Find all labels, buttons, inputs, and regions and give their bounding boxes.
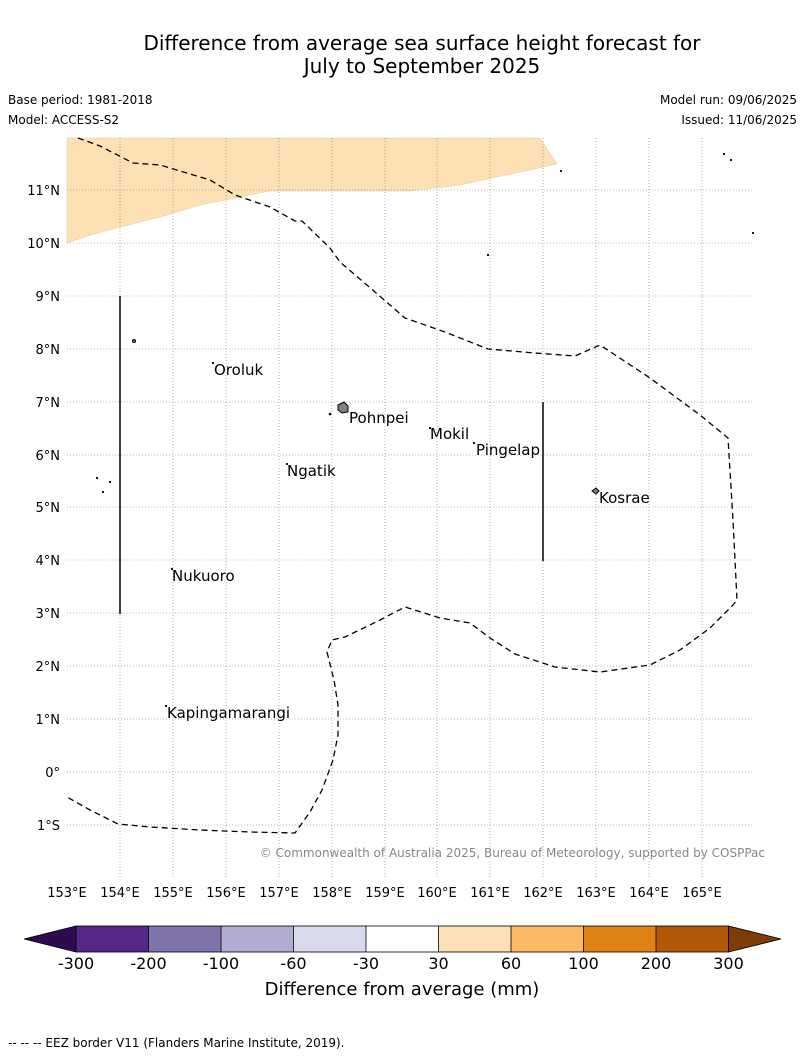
- lat-label: 7°N: [36, 396, 61, 411]
- map-title: Difference from average sea surface heig…: [0, 32, 804, 78]
- colorbar-segment: [76, 926, 149, 952]
- lat-label: 5°N: [36, 501, 61, 516]
- colorbar-tick: -100: [203, 954, 239, 973]
- place-label-mokil: Mokil: [430, 425, 469, 443]
- lat-gridlines: [67, 189, 753, 826]
- issued-date: Issued: 11/06/2025: [681, 113, 797, 127]
- islands: [95, 152, 755, 708]
- lon-label: 155°E: [153, 886, 193, 901]
- minor-island-dot: [751, 231, 755, 235]
- colorbar-segment: [221, 926, 294, 952]
- lat-label: 9°N: [36, 290, 61, 305]
- minor-island-dot: [132, 339, 136, 343]
- colorbar-label: Difference from average (mm): [265, 979, 540, 1000]
- lat-label: 1°N: [36, 713, 61, 728]
- lat-label: 10°N: [27, 237, 60, 252]
- model-name: Model: ACCESS-S2: [8, 113, 120, 127]
- lon-label: 154°E: [100, 886, 140, 901]
- colorbar-tick: 300: [713, 954, 744, 973]
- lon-label: 157°E: [259, 886, 299, 901]
- minor-island-dot: [328, 412, 332, 416]
- colorbar-tick: 100: [568, 954, 599, 973]
- minor-island-dot: [472, 441, 476, 445]
- title-line-2: July to September 2025: [303, 54, 541, 78]
- colorbar-segment: [511, 926, 584, 952]
- colorbar-segment: [366, 926, 439, 952]
- place-label-ngatik: Ngatik: [287, 462, 336, 480]
- place-label-kosrae: Kosrae: [599, 489, 650, 507]
- copyright-notice: © Commonwealth of Australia 2025, Bureau…: [260, 846, 765, 860]
- colorbar-segment: [293, 926, 366, 952]
- minor-island-dot: [428, 426, 432, 430]
- colorbar-under-triangle: [23, 925, 77, 953]
- minor-island-dot: [559, 169, 563, 173]
- colorbar-over-triangle: [728, 925, 782, 953]
- map-plot-area: 11°N 10°N 9°N 8°N 7°N 6°N 5°N 4°N 3°N 2°…: [27, 137, 765, 901]
- place-label-nukuoro: Nukuoro: [172, 567, 235, 585]
- base-period: Base period: 1981-2018: [8, 93, 153, 107]
- lon-label: 164°E: [629, 886, 669, 901]
- place-label-pohnpei: Pohnpei: [349, 409, 409, 427]
- colorbar-tick: 60: [501, 954, 521, 973]
- lat-label: 6°N: [36, 449, 61, 464]
- lon-labels: 153°E 154°E 155°E 156°E 157°E 158°E 159°…: [47, 886, 722, 901]
- place-label-kapingamarangi: Kapingamarangi: [167, 704, 290, 722]
- lon-label: 159°E: [365, 886, 405, 901]
- title-line-1: Difference from average sea surface heig…: [143, 31, 701, 55]
- place-label-pingelap: Pingelap: [476, 441, 540, 459]
- colorbar-outline: [75, 925, 729, 953]
- lon-label: 158°E: [312, 886, 352, 901]
- colorbar-segment: [583, 926, 656, 952]
- minor-island-dot: [211, 361, 215, 365]
- lat-label: 8°N: [36, 343, 61, 358]
- lon-label: 156°E: [206, 886, 246, 901]
- lat-label: 2°N: [36, 660, 61, 675]
- colorbar-tick: -300: [58, 954, 94, 973]
- minor-island-dot: [95, 476, 99, 480]
- place-labels: Oroluk Pohnpei Mokil Pingelap Ngatik Kos…: [167, 361, 650, 722]
- lon-label: 162°E: [523, 886, 563, 901]
- colorbar-segment: [148, 926, 221, 952]
- lon-gridlines: [119, 138, 703, 878]
- lat-label: 1°S: [37, 819, 60, 834]
- minor-island-dot: [486, 253, 490, 257]
- lon-label: 165°E: [682, 886, 722, 901]
- lat-label: 3°N: [36, 607, 61, 622]
- colorbar-tick: 30: [428, 954, 448, 973]
- kosrae-island-shape: [591, 487, 600, 495]
- lat-label: 4°N: [36, 554, 61, 569]
- model-run: Model run: 09/06/2025: [659, 93, 797, 107]
- lat-label: 11°N: [27, 184, 60, 199]
- anomaly-fill-region: [66, 137, 558, 244]
- minor-island-dot: [285, 462, 289, 466]
- lat-label: 0°: [45, 766, 60, 781]
- minor-island-dot: [164, 704, 168, 708]
- minor-island-dot: [108, 480, 112, 484]
- lon-label: 163°E: [576, 886, 616, 901]
- lat-labels: 11°N 10°N 9°N 8°N 7°N 6°N 5°N 4°N 3°N 2°…: [27, 184, 60, 834]
- minor-island-dot: [729, 158, 733, 162]
- eez-legend-note: -- -- -- EEZ border V11 (Flanders Marine…: [8, 1036, 345, 1050]
- colorbar-segment: [438, 926, 511, 952]
- colorbar-ticks: -300 -200 -100 -60 -30 30 60 100 200 300: [58, 954, 744, 973]
- lon-label: 161°E: [470, 886, 510, 901]
- lon-label: 153°E: [47, 886, 87, 901]
- eez-border: [66, 137, 738, 834]
- colorbar: -300 -200 -100 -60 -30 30 60 100 200 300…: [23, 925, 782, 1000]
- colorbar-tick: -30: [353, 954, 379, 973]
- colorbar-tick: 200: [641, 954, 672, 973]
- colorbar-dividers: [148, 926, 657, 952]
- place-label-oroluk: Oroluk: [214, 361, 263, 379]
- minor-island-dot: [722, 152, 726, 156]
- colorbar-tick: -200: [130, 954, 166, 973]
- lon-label: 160°E: [417, 886, 457, 901]
- minor-island-dot: [170, 567, 174, 571]
- colorbar-segment: [656, 926, 729, 952]
- pohnpei-island-shape: [337, 401, 349, 414]
- minor-island-dot: [101, 490, 105, 494]
- colorbar-tick: -60: [280, 954, 306, 973]
